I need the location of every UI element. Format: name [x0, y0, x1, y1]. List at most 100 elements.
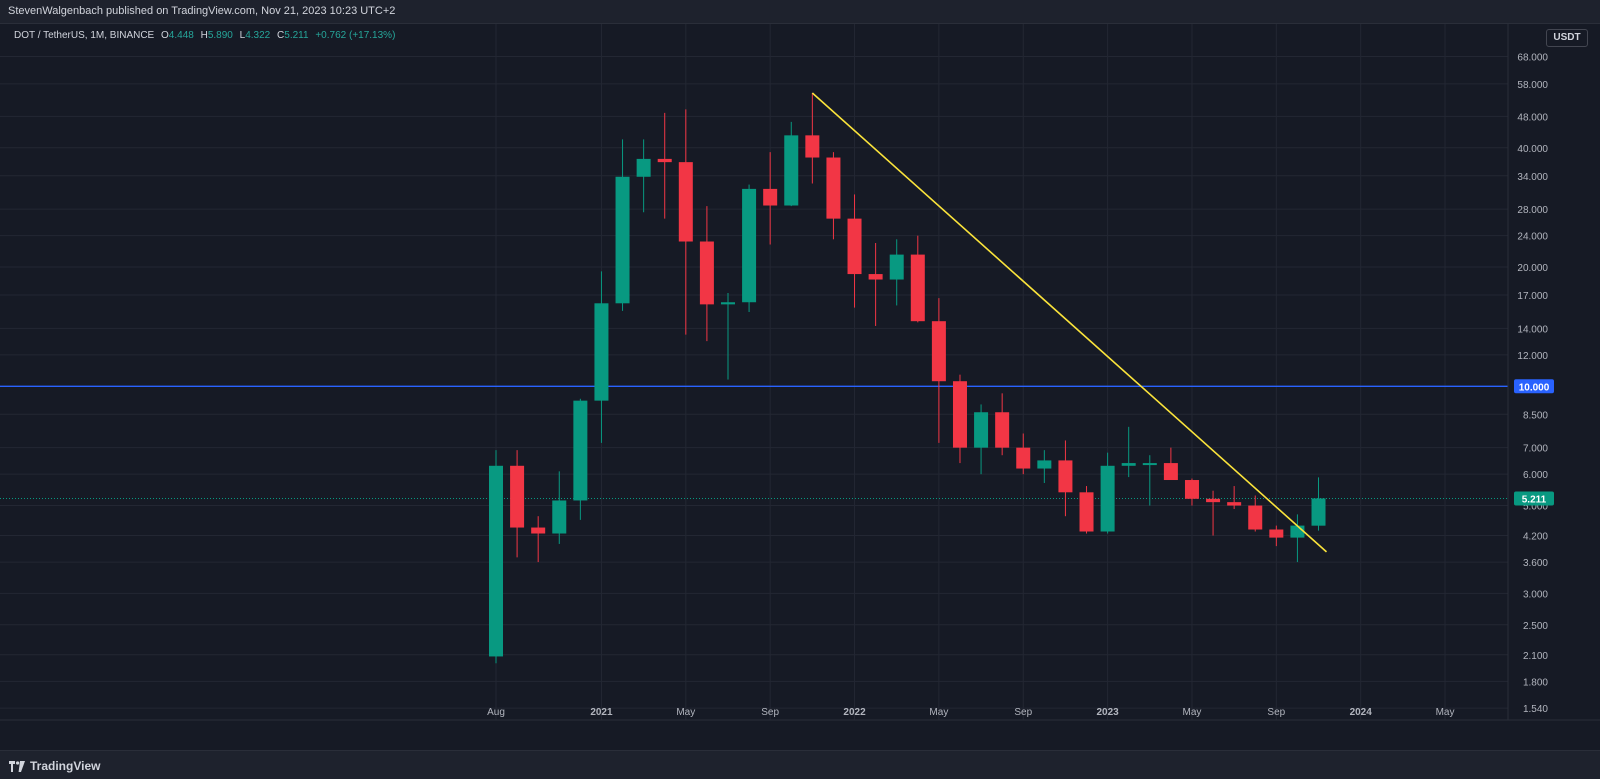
bearish-candle[interactable]	[1016, 433, 1031, 475]
bearish-candle[interactable]	[678, 109, 693, 335]
bullish-candle[interactable]	[889, 239, 904, 306]
open-label: O	[161, 30, 169, 41]
bearish-candle[interactable]	[952, 374, 967, 464]
bullish-candle[interactable]	[1121, 426, 1136, 478]
price-tick-label: 24.000	[1517, 232, 1548, 243]
high-value: 5.890	[207, 30, 233, 41]
tradingview-logo-icon	[9, 760, 25, 772]
plot-area[interactable]	[0, 24, 1508, 720]
candle-body	[742, 188, 757, 303]
bearish-candle[interactable]	[531, 516, 546, 563]
low-label: L	[239, 30, 246, 41]
bearish-candle[interactable]	[1206, 490, 1221, 536]
bullish-candle[interactable]	[594, 271, 609, 443]
bearish-candle[interactable]	[1227, 486, 1242, 510]
bearish-candle[interactable]	[868, 242, 883, 326]
candle-body	[573, 400, 588, 501]
price-tick-label: 6.000	[1523, 470, 1548, 481]
bearish-candle[interactable]	[995, 393, 1010, 456]
time-tick-label: May	[1436, 707, 1455, 718]
candle-body	[636, 158, 651, 177]
price-axis[interactable]	[1508, 24, 1600, 720]
candle-body	[1184, 480, 1199, 499]
candle-body	[615, 176, 630, 304]
price-tick-label: 40.000	[1517, 144, 1548, 155]
tradingview-brand-text: TradingView	[30, 759, 101, 773]
candle-body	[1079, 492, 1094, 532]
symbol-legend: DOT / TetherUS, 1M, BINANCE O4.448 H5.89…	[14, 30, 395, 41]
bullish-candle[interactable]	[573, 398, 588, 520]
footer-bar: TradingView	[0, 750, 1600, 779]
bearish-candle[interactable]	[931, 298, 946, 443]
bearish-candle[interactable]	[1269, 525, 1284, 547]
candle-body	[594, 303, 609, 401]
bullish-candle[interactable]	[720, 292, 735, 380]
bearish-candle[interactable]	[1184, 478, 1199, 506]
published-by-text: StevenWalgenbach published on TradingVie…	[8, 5, 396, 17]
price-tick-label: 68.000	[1517, 53, 1548, 64]
candle-body	[1016, 447, 1031, 469]
bullish-candle[interactable]	[974, 404, 989, 475]
time-tick-label: 2022	[843, 707, 866, 718]
bullish-candle[interactable]	[489, 450, 503, 664]
bearish-candle[interactable]	[763, 152, 778, 245]
candle-body	[784, 135, 799, 206]
time-tick-label: May	[676, 707, 695, 718]
price-tick-label: 20.000	[1517, 263, 1548, 274]
level-price-badge	[1514, 379, 1554, 394]
bearish-candle[interactable]	[847, 194, 862, 308]
candle-body	[1269, 529, 1284, 538]
bearish-candle[interactable]	[805, 93, 820, 184]
time-tick-label: 2021	[590, 707, 613, 718]
price-tick-label: 2.100	[1523, 651, 1548, 662]
candle-body	[889, 254, 904, 280]
symbol-title[interactable]: DOT / TetherUS, 1M, BINANCE	[14, 30, 155, 41]
candle-body	[1206, 498, 1221, 503]
time-tick-label: Sep	[1014, 707, 1032, 718]
bullish-candle[interactable]	[1037, 450, 1052, 484]
bullish-candle[interactable]	[1100, 452, 1115, 534]
bearish-candle[interactable]	[1248, 495, 1263, 532]
descending-trendline[interactable]	[811, 92, 1328, 553]
bullish-candle[interactable]	[1142, 455, 1157, 506]
candle-body	[657, 158, 672, 163]
candle-body	[847, 218, 862, 275]
candle-body	[699, 241, 714, 305]
candlestick-chart[interactable]: 68.000 58.000 48.000 40.000 34.000 28.000 24.0…	[0, 24, 1600, 750]
candle-body	[1227, 502, 1242, 506]
bullish-candle[interactable]	[742, 184, 757, 313]
last-price-badge	[1514, 491, 1554, 506]
candle-body	[1248, 505, 1263, 530]
bearish-candle[interactable]	[910, 235, 925, 323]
candle-body	[931, 321, 946, 382]
price-tick-label: 14.000	[1517, 324, 1548, 335]
bullish-candle[interactable]	[636, 139, 651, 213]
open-value: 4.448	[168, 30, 194, 41]
bearish-candle[interactable]	[1079, 486, 1094, 534]
candle-body	[1037, 460, 1052, 469]
tradingview-logo[interactable]: TradingView	[9, 759, 100, 773]
bearish-candle[interactable]	[699, 206, 714, 342]
bullish-candle[interactable]	[615, 139, 630, 311]
candle-body	[826, 157, 841, 219]
time-tick-label: May	[1183, 707, 1202, 718]
bearish-candle[interactable]	[657, 112, 672, 219]
bullish-candle[interactable]	[1311, 477, 1326, 531]
bearish-candle[interactable]	[826, 152, 841, 240]
price-tick-label: 1.800	[1523, 677, 1548, 688]
bearish-candle[interactable]	[1163, 447, 1178, 481]
price-tick-label: 2.500	[1523, 621, 1548, 632]
currency-unit-button[interactable]: USDT	[1546, 29, 1588, 47]
bearish-candle[interactable]	[1058, 440, 1073, 517]
bullish-candle[interactable]	[552, 471, 567, 544]
published-by-bar: StevenWalgenbach published on TradingVie…	[0, 0, 1600, 24]
time-tick-label: 2024	[1350, 707, 1373, 718]
price-tick-label: 8.500	[1523, 410, 1548, 421]
bullish-candle[interactable]	[784, 121, 799, 207]
candle-body	[531, 527, 546, 534]
candle-body	[720, 302, 735, 305]
bearish-candle[interactable]	[510, 450, 525, 558]
price-tick-label: 48.000	[1517, 112, 1548, 123]
price-tick-label: 5.000	[1523, 502, 1548, 513]
change-value: +0.762 (+17.13%)	[315, 30, 396, 41]
